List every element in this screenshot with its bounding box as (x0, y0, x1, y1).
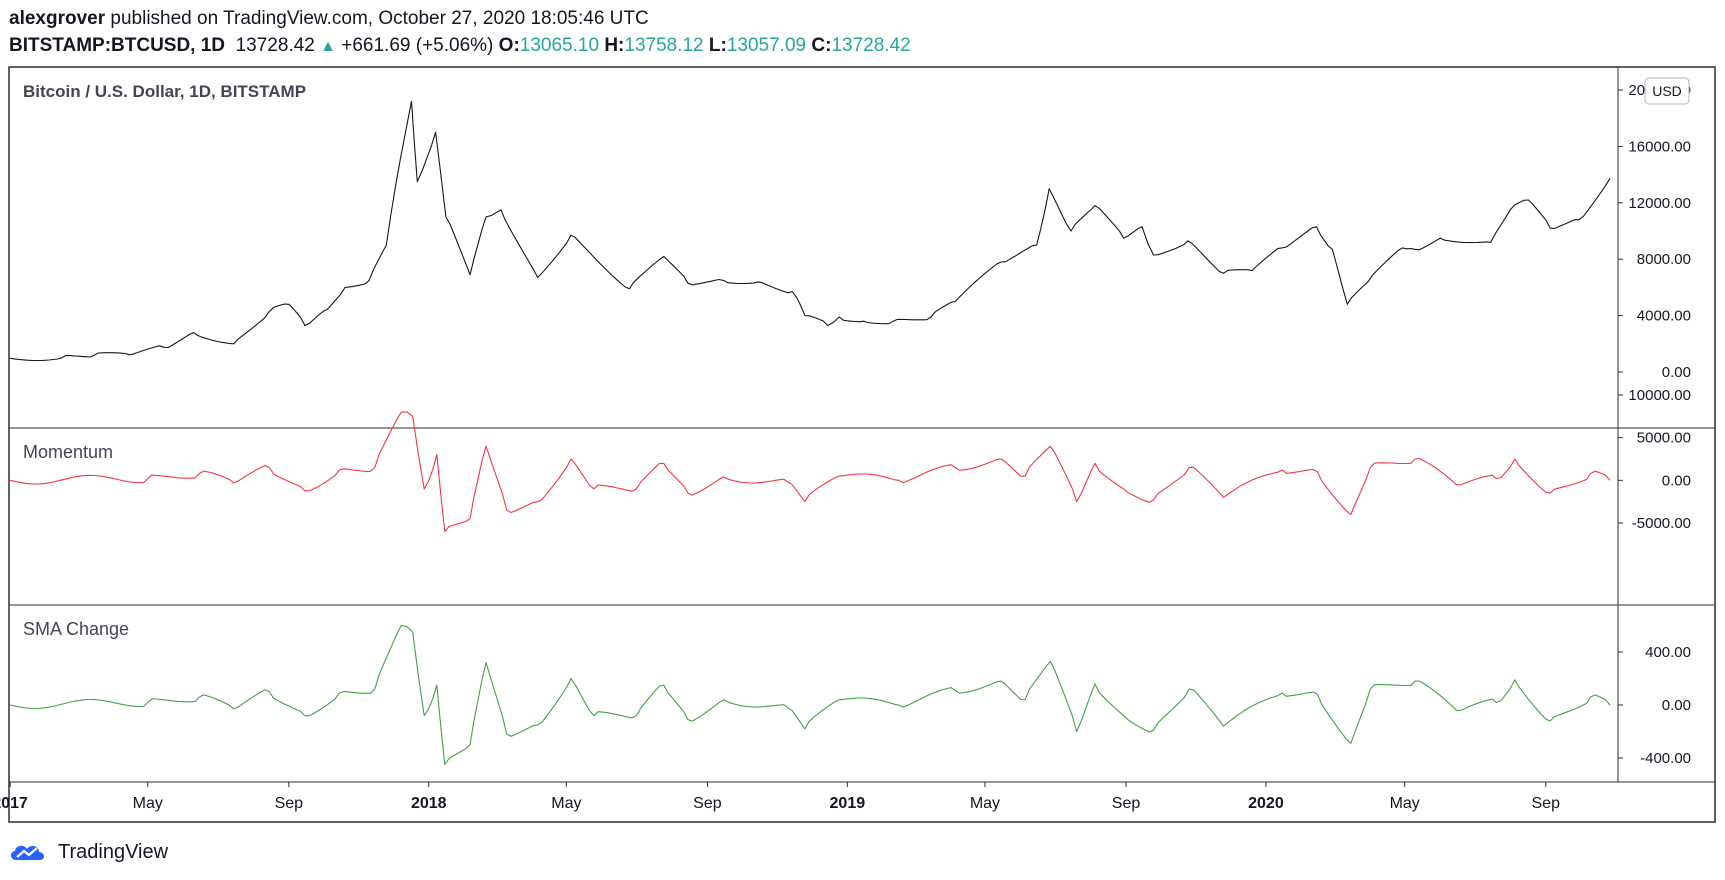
x-tick-label: 2020 (1248, 795, 1284, 812)
x-tick-label: 2019 (830, 795, 866, 812)
time-axis: 2017 May Sep 2018 May Sep 2019 May Sep 2020 May Sep (0, 782, 1560, 812)
price-change: +661.69 (+5.06%) (341, 35, 494, 56)
chart-frame (8, 66, 1716, 823)
x-tick-label: Sep (1532, 795, 1561, 812)
series-line-0 (10, 100, 1611, 362)
y-tick-label: 4000.00 (1637, 308, 1691, 325)
symbol-label: BITSTAMP:BTCUSD, 1D (9, 35, 226, 56)
high-value: 13758.12 (624, 35, 704, 56)
y-tick-label: 400.00 (1645, 644, 1691, 661)
series-line-2 (9, 624, 1611, 766)
currency-badge-label: USD (1652, 83, 1682, 99)
publish-line: alexgrover published on TradingView.com,… (9, 8, 649, 30)
y-tick-label: 0.00 (1662, 472, 1691, 489)
currency-badge-box (1644, 77, 1690, 105)
low-label: L: (708, 35, 727, 56)
x-tick-label: Sep (1112, 795, 1141, 812)
pane-title-0: Bitcoin / U.S. Dollar, 1D, BITSTAMP (23, 82, 306, 101)
y-tick-label: 10000.00 (1628, 387, 1691, 404)
currency-badge[interactable]: USD (1644, 77, 1690, 105)
x-tick-label: May (551, 795, 581, 812)
y-tick-label: 0.00 (1662, 364, 1691, 381)
y-tick-label: 5000.00 (1637, 430, 1691, 447)
low-value: 13057.09 (726, 35, 807, 56)
x-tick-label: 2018 (411, 795, 447, 812)
x-tick-label: May (133, 795, 163, 812)
open-value: 13065.10 (519, 35, 600, 56)
x-tick-label: Sep (693, 795, 722, 812)
y-tick-label: 16000.00 (1628, 138, 1691, 155)
author-name[interactable]: alexgrover (9, 8, 106, 29)
tradingview-cloud-icon (10, 845, 45, 860)
close-label: C: (811, 35, 832, 56)
x-tick-label: May (970, 795, 1000, 812)
ohlc-line: BITSTAMP:BTCUSD, 1D 13728.42 ▲ +661.69 (… (9, 35, 911, 57)
open-label: O: (498, 35, 520, 56)
y-tick-label: 8000.00 (1637, 251, 1691, 268)
close-value: 13728.42 (831, 35, 911, 56)
series-line-1 (9, 411, 1611, 533)
x-tick-label: Sep (275, 795, 304, 812)
y-tick-label: -5000.00 (1632, 515, 1691, 532)
brand-label: TradingView (58, 840, 169, 863)
footer-brand[interactable]: TradingView (8, 840, 168, 864)
y-tick-label: 0.00 (1662, 697, 1691, 714)
y-tick-label: -400.00 (1640, 750, 1691, 767)
last-price: 13728.42 (235, 35, 315, 56)
high-label: H: (604, 35, 625, 56)
x-tick-label: 2017 (0, 795, 28, 812)
pane-title-2: SMA Change (23, 619, 129, 639)
up-triangle-icon: ▲ (320, 38, 336, 55)
pane-title-1: Momentum (23, 442, 113, 462)
x-tick-label: May (1390, 795, 1420, 812)
y-tick-label: 12000.00 (1628, 195, 1691, 212)
published-text: published on TradingView.com, October 27… (110, 8, 649, 29)
